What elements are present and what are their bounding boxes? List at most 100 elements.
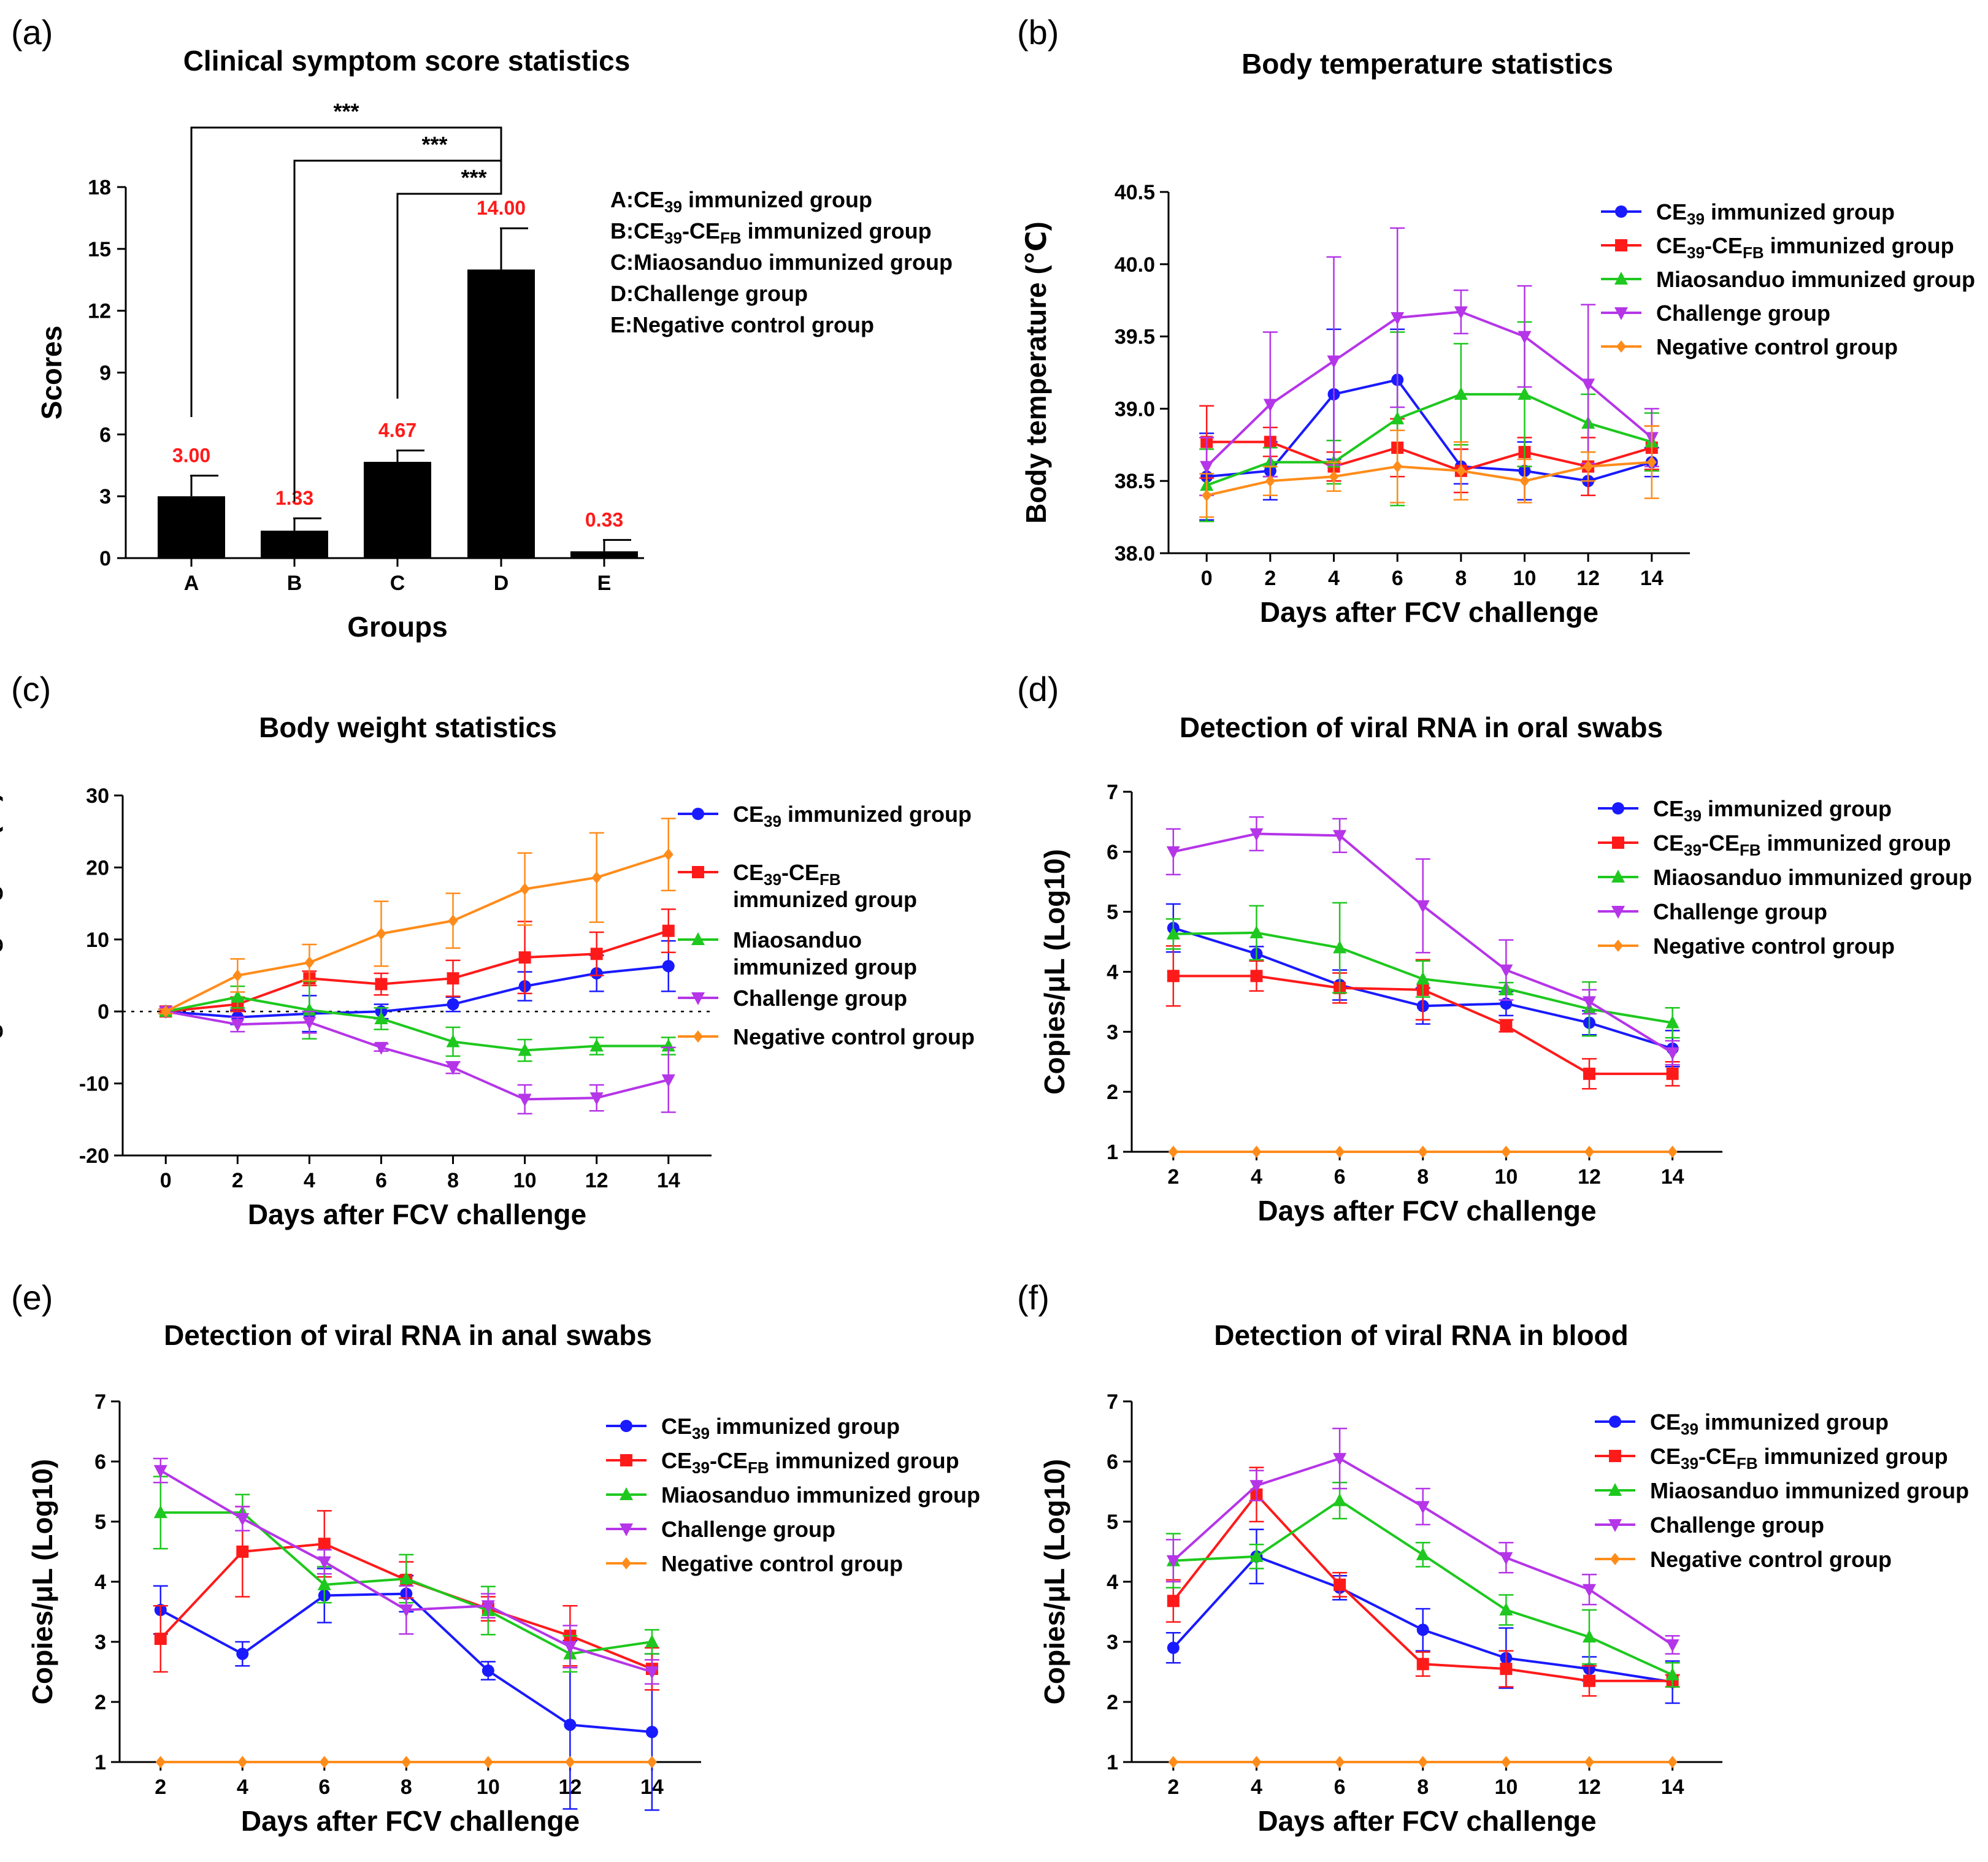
data-point xyxy=(1454,386,1468,400)
chart-f: (f)Detection of viral RNA in blood123456… xyxy=(1017,1278,1969,1837)
chart-a: (a) Clinical symptom score statistics 0 3 6 9… xyxy=(11,13,953,643)
data-point xyxy=(1454,306,1468,320)
x-tick-label: C xyxy=(390,572,405,595)
legend-label-rest: -CE xyxy=(1698,1444,1737,1469)
y-tick-label: 30 xyxy=(86,784,109,808)
significance-label: *** xyxy=(461,165,486,190)
data-point xyxy=(1499,1603,1513,1616)
legend-item-miao: Miaosanduo immunized group xyxy=(1598,865,1972,890)
group-key-item-rest: -CE xyxy=(682,218,720,243)
data-point xyxy=(1416,1658,1429,1671)
legend-item-challenge: Challenge group xyxy=(678,986,907,1011)
x-tick-label: 12 xyxy=(1578,1165,1601,1189)
data-point xyxy=(1334,1578,1346,1591)
y-axis-label: Copies/μL (Log10) xyxy=(1038,1459,1070,1704)
legend-label-rest: -CE xyxy=(1702,830,1740,856)
legend-label: Negative control group xyxy=(1656,334,1898,359)
y-tick-label: 1 xyxy=(1107,1141,1118,1164)
data-point xyxy=(1499,1552,1513,1565)
group-key-item-code: B: xyxy=(610,218,634,243)
group-key-item-code: C: xyxy=(610,250,634,275)
x-tick-label: 4 xyxy=(1328,567,1340,590)
data-point xyxy=(1665,1047,1679,1060)
group-key-item-rest: immunized group xyxy=(682,187,872,212)
bar xyxy=(364,462,431,558)
x-tick-label: 2 xyxy=(1167,1776,1179,1799)
data-point xyxy=(481,1600,495,1614)
data-point xyxy=(1168,1146,1178,1158)
legend-label-name: CE xyxy=(1650,1409,1681,1435)
data-point xyxy=(1501,1756,1511,1768)
group-key-item-name: CE xyxy=(634,187,664,212)
data-point xyxy=(317,1577,331,1590)
y-tick-label: 6 xyxy=(94,1450,106,1474)
data-point xyxy=(661,1038,675,1052)
x-axis-label: Days after FCV challenge xyxy=(1260,596,1598,628)
data-point xyxy=(1249,828,1264,841)
legend-label-sub: 39 xyxy=(1684,841,1702,859)
legend-item-negative: Negative control group xyxy=(1601,334,1898,359)
x-tick-label: 12 xyxy=(585,1169,608,1192)
legend-label: Miaosanduo immunized group xyxy=(661,1482,980,1508)
data-point xyxy=(1168,1756,1178,1768)
legend-marker xyxy=(620,1523,633,1536)
data-point xyxy=(591,871,602,884)
y-tick-label: 6 xyxy=(1107,841,1118,864)
legend-item-negative: Negative control group xyxy=(1595,1547,1892,1572)
y-tick-label: 3 xyxy=(94,1631,106,1654)
x-tick-label: 10 xyxy=(1494,1165,1518,1189)
x-tick-label: 14 xyxy=(1661,1165,1684,1189)
legend-label-name: Challenge group xyxy=(1650,1512,1824,1538)
y-tick-label: 10 xyxy=(86,929,109,952)
series-negative xyxy=(158,818,676,1018)
data-point xyxy=(1583,1067,1595,1080)
bracket-line xyxy=(190,126,502,417)
data-point xyxy=(448,914,458,927)
significance-bracket: *** xyxy=(396,165,502,399)
data-point xyxy=(401,1756,412,1768)
data-point xyxy=(447,998,459,1011)
data-point xyxy=(1263,399,1277,412)
data-point xyxy=(446,1034,460,1048)
legend-label: CE39 immunized group xyxy=(1650,1409,1889,1438)
x-tick-label: 6 xyxy=(375,1169,387,1192)
y-tick-label: 40.5 xyxy=(1115,181,1155,204)
legend-label-name: Negative control group xyxy=(1653,933,1895,959)
legend-label-sub2: FB xyxy=(1743,243,1764,262)
data-point xyxy=(1250,970,1263,983)
data-point xyxy=(520,883,530,895)
legend-item-ce39: CE39 immunized group xyxy=(1595,1409,1889,1438)
x-tick-label: 14 xyxy=(657,1169,680,1192)
x-tick-label: 8 xyxy=(1417,1165,1429,1189)
legend-label-name: CE xyxy=(1650,1444,1681,1469)
legend-marker xyxy=(1612,837,1624,849)
chart-title: Body temperature statistics xyxy=(1242,48,1613,80)
y-tick-label: 15 xyxy=(88,238,111,261)
x-tick-label: 4 xyxy=(1251,1776,1262,1799)
data-point xyxy=(317,1556,331,1569)
data-point xyxy=(1667,1756,1678,1768)
y-tick-label: 38.5 xyxy=(1115,470,1155,493)
data-point xyxy=(1251,1756,1262,1768)
data-point xyxy=(662,924,675,937)
bracket-line xyxy=(293,159,502,502)
panel-label: (f) xyxy=(1017,1278,1050,1317)
legend-item-challenge: Challenge group xyxy=(1595,1512,1824,1538)
x-tick-label: 6 xyxy=(318,1776,330,1799)
legend-label-sub2: FB xyxy=(748,1458,769,1477)
x-tick-label: 12 xyxy=(1578,1776,1601,1799)
data-point xyxy=(590,948,603,960)
legend-label-name: CE xyxy=(1656,233,1687,258)
data-point xyxy=(154,1633,167,1646)
data-point xyxy=(1582,996,1596,1010)
data-point xyxy=(1333,940,1347,954)
y-tick-label: 4 xyxy=(1107,1571,1118,1594)
data-point xyxy=(374,1011,388,1024)
bar-group-E: 0.33 E xyxy=(570,508,638,595)
legend-label-sub: 39 xyxy=(1681,1420,1698,1438)
x-tick-label: 10 xyxy=(1513,567,1537,590)
legend-label: Challenge group xyxy=(1650,1512,1824,1538)
data-point xyxy=(1329,470,1339,483)
